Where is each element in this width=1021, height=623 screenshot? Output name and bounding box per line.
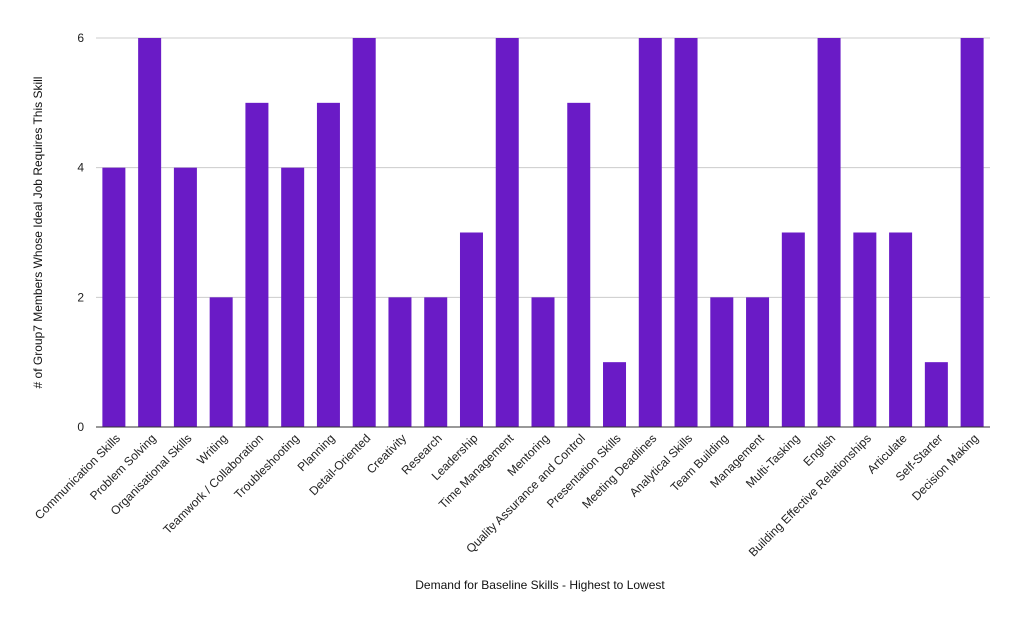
bar: [817, 38, 841, 427]
x-tick-label: Troubleshooting: [231, 431, 301, 501]
x-tick-label: Decision Making: [909, 431, 981, 503]
bar: [710, 297, 734, 427]
bars: [102, 38, 984, 427]
y-tick-label: 4: [77, 161, 84, 175]
bar: [960, 38, 984, 427]
bar: [924, 362, 948, 427]
bar: [424, 297, 448, 427]
bar: [352, 38, 376, 427]
bar: [567, 102, 591, 427]
bar: [245, 102, 269, 427]
bar: [674, 38, 698, 427]
bar: [102, 167, 126, 427]
y-tick-label: 2: [77, 290, 84, 304]
bar: [316, 102, 340, 427]
bar: [781, 232, 805, 427]
y-tick-label: 0: [77, 420, 84, 434]
bar: [603, 362, 627, 427]
bar: [138, 38, 162, 427]
y-axis-ticks: 0 2 4 6: [77, 31, 84, 434]
x-tick-label: Analytical Skills: [627, 431, 695, 499]
x-axis-title: Demand for Baseline Skills - Highest to …: [415, 578, 665, 592]
bar: [889, 232, 913, 427]
bar: [531, 297, 555, 427]
bar: [495, 38, 519, 427]
bar: [746, 297, 770, 427]
bar: [853, 232, 877, 427]
y-axis-title: # of Group7 Members Whose Ideal Job Requ…: [31, 77, 45, 389]
bar: [281, 167, 305, 427]
bar: [209, 297, 233, 427]
y-tick-label: 6: [77, 31, 84, 45]
bar: [638, 38, 662, 427]
bar: [388, 297, 412, 427]
bar: [173, 167, 197, 427]
bar: [459, 232, 483, 427]
